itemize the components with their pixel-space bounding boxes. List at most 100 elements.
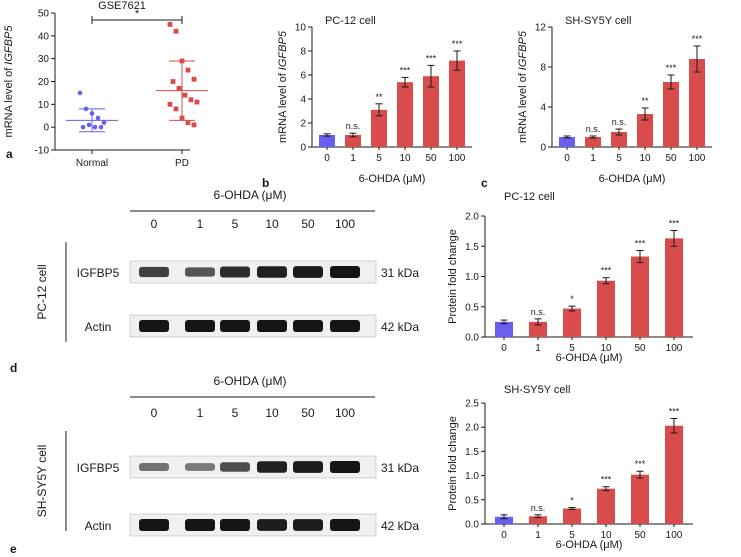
chart-d-sig-label: *** [635, 238, 646, 248]
chart-e-sig-label: *** [669, 406, 680, 416]
panel-letter-c: c [481, 176, 488, 190]
chart-c-sig-label: ** [641, 96, 649, 106]
chart-d-sig-label: *** [669, 219, 680, 229]
chart-d-x-tick-label: 100 [666, 343, 683, 354]
chart-d-sig-label: *** [601, 266, 612, 276]
chart-d-y-label: Protein fold change [447, 229, 459, 324]
chart-b-y-tick-label: 6 [300, 71, 306, 82]
blot-lane-label: 10 [265, 406, 279, 420]
panel-letter-a: a [6, 147, 13, 161]
chart-d-bar [529, 321, 547, 337]
chart-e-bar [563, 508, 581, 524]
chart-a-point [182, 92, 188, 98]
chart-a-x-tick-label: PD [175, 158, 189, 169]
chart-a-y-tick-label: -10 [35, 146, 50, 157]
chart-a-point [191, 76, 197, 82]
chart-a-point [80, 124, 86, 130]
blot-band [293, 461, 323, 473]
chart-c-y-label-prefix: mRNA level of [517, 70, 529, 143]
chart-e-bar [495, 516, 513, 524]
chart-a-point [185, 120, 191, 125]
chart-b-bar [345, 135, 361, 147]
chart-b-bar [449, 60, 465, 147]
chart-b-sig-label: n.s. [346, 121, 361, 131]
blot-lane-label: 1 [197, 217, 204, 231]
chart-b-sig-label: *** [400, 65, 411, 75]
chart-d-bar [665, 238, 683, 337]
chart-d-bar [563, 308, 581, 337]
chart-c-x-tick-label: 10 [639, 153, 651, 164]
chart-b-bar [371, 109, 387, 147]
chart-a-point [98, 124, 104, 130]
blot-cell-line: PC-12 cell [35, 264, 49, 319]
chart-b-y-tick-label: 8 [300, 47, 306, 58]
chart-a-point [95, 115, 101, 121]
chart-d-y-tick-label: 0.0 [465, 333, 479, 344]
chart-b-x-tick-label: 5 [376, 153, 382, 164]
chart-e-y-tick-label: 1.0 [465, 471, 479, 482]
chart-a-point [179, 58, 185, 64]
chart-b-x-tick-label: 10 [399, 153, 411, 164]
chart-d-x-tick-label: 50 [634, 343, 646, 354]
chart-e-x-tick-label: 5 [569, 530, 575, 541]
chart-d-bar: PC-12 cell 0.0 0.5 1.0 1.5 2.0 Protein fold ch… [10, 191, 693, 375]
chart-a-point [194, 99, 200, 105]
chart-b-y-tick-label: 0 [300, 143, 306, 154]
chart-b-sig-label: *** [452, 39, 463, 49]
chart-c-bar [637, 114, 653, 147]
blot-lane-label: 0 [151, 406, 158, 420]
chart-a-x-tick-label: Normal [76, 158, 108, 169]
blot-band [220, 266, 250, 278]
chart-e-x-tick-label: 0 [501, 530, 507, 541]
chart-d-x-tick-label: 10 [600, 343, 612, 354]
blot-band [185, 267, 215, 277]
chart-e-bar [597, 488, 615, 524]
blot-lane-label: 0 [151, 217, 158, 231]
chart-e-x-label: 6-OHDA (μM) [556, 539, 623, 551]
blot-lane-label: 5 [232, 217, 239, 231]
chart-a-y-tick-label: 40 [38, 31, 50, 42]
blot-lane-label: 10 [265, 217, 279, 231]
chart-e-y-tick-label: 0.0 [465, 520, 479, 531]
chart-a-point [77, 90, 83, 96]
chart-b-x-tick-label: 1 [350, 153, 356, 164]
chart-c-bar [585, 137, 601, 147]
blot-band [257, 266, 287, 278]
chart-c-sig-label: n.s. [612, 117, 627, 127]
chart-c-bar [611, 132, 627, 147]
blot-size-label: 31 kDa [381, 266, 419, 280]
chart-e-x-tick-label: 1 [535, 530, 541, 541]
chart-c-x-tick-label: 5 [616, 153, 622, 164]
chart-b-y-tick-label: 10 [295, 23, 307, 34]
chart-c-bar: SH-SY5Y cell 0 4 8 12 mRNA level of IGFBP5 0 n.… [481, 15, 712, 190]
panel-letter-d: d [10, 361, 17, 375]
chart-c-y-tick-label: 12 [535, 23, 547, 34]
blot-band [293, 320, 323, 332]
chart-a-point [170, 79, 176, 84]
chart-d-y-tick-label: 1.5 [465, 242, 479, 253]
chart-c-title: SH-SY5Y cell [565, 15, 631, 27]
blot-band [220, 462, 250, 472]
chart-a-scatter: GSE7621 -10 0 10 20 30 40 50 mRNA level of IGFBP… [3, 0, 208, 169]
chart-a-y-tick-label: 30 [38, 54, 50, 65]
chart-c-y-tick-label: 0 [540, 143, 546, 154]
chart-a-y-label: mRNA level of IGFBP5 [3, 25, 15, 138]
chart-d-x-label: 6-OHDA (μM) [556, 352, 623, 364]
chart-b-bar [397, 82, 413, 147]
blot-size-label: 42 kDa [381, 320, 419, 334]
chart-b-x-label: 6-OHDA (μM) [359, 173, 426, 185]
blot-band [330, 266, 360, 278]
chart-a-point [191, 122, 197, 128]
chart-c-sig-label: *** [692, 34, 703, 44]
blot-d-western: 6-OHDA (μM) 0 1 5 10 50 100 PC-12 cell IGFBP5 31 … [35, 188, 419, 342]
chart-e-y-tick-label: 0.5 [465, 495, 479, 506]
chart-c-bar [663, 82, 679, 147]
blot-band [330, 461, 360, 473]
chart-d-sig-label: * [570, 294, 574, 304]
blot-band [185, 320, 215, 332]
chart-c-sig-label: n.s. [586, 124, 601, 134]
chart-d-sig-label: n.s. [531, 307, 546, 317]
chart-a-point [89, 111, 95, 116]
chart-c-bar [559, 137, 575, 147]
